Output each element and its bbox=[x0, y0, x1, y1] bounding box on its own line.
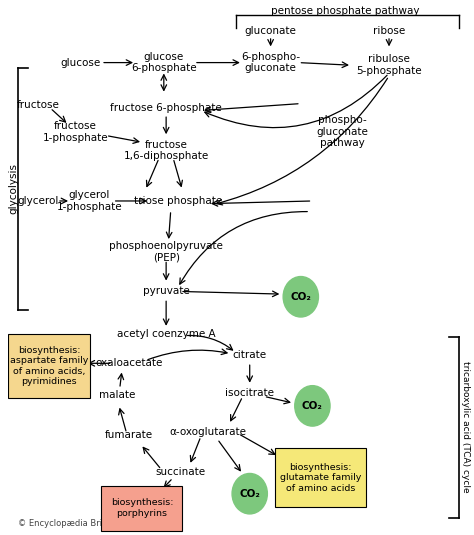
Text: malate: malate bbox=[99, 390, 136, 400]
FancyBboxPatch shape bbox=[275, 448, 366, 507]
Text: triose phosphate: triose phosphate bbox=[134, 196, 222, 206]
Text: glycerol: glycerol bbox=[18, 196, 59, 206]
Text: isocitrate: isocitrate bbox=[225, 387, 274, 398]
Text: biosynthesis:
porphyrins: biosynthesis: porphyrins bbox=[111, 499, 173, 518]
Text: 6-phospho-
gluconate: 6-phospho- gluconate bbox=[241, 52, 300, 73]
Text: CO₂: CO₂ bbox=[302, 401, 323, 411]
Text: acetyl coenzyme A: acetyl coenzyme A bbox=[117, 329, 216, 339]
Text: glycerol
1-phosphate: glycerol 1-phosphate bbox=[57, 190, 122, 212]
FancyBboxPatch shape bbox=[101, 486, 182, 531]
Text: fructose
1-phosphate: fructose 1-phosphate bbox=[43, 121, 109, 143]
Text: CO₂: CO₂ bbox=[291, 292, 311, 302]
Text: phosphoenolpyruvate
(PEP): phosphoenolpyruvate (PEP) bbox=[109, 241, 223, 262]
Text: succinate: succinate bbox=[155, 468, 205, 477]
Text: phospho-
gluconate
pathway: phospho- gluconate pathway bbox=[317, 115, 368, 148]
Text: oxaloacetate: oxaloacetate bbox=[95, 358, 163, 368]
Text: α-oxoglutarate: α-oxoglutarate bbox=[169, 427, 246, 438]
FancyBboxPatch shape bbox=[8, 334, 90, 398]
Text: fructose: fructose bbox=[17, 100, 60, 110]
Text: tricarboxylic acid (TCA) cycle: tricarboxylic acid (TCA) cycle bbox=[461, 361, 470, 493]
Circle shape bbox=[295, 386, 330, 426]
Text: glycolysis: glycolysis bbox=[8, 164, 18, 215]
Circle shape bbox=[232, 473, 267, 514]
Text: gluconate: gluconate bbox=[245, 26, 297, 36]
Circle shape bbox=[283, 277, 319, 317]
Text: glucose: glucose bbox=[60, 58, 100, 67]
Text: citrate: citrate bbox=[233, 350, 267, 360]
Text: pyruvate: pyruvate bbox=[143, 286, 190, 296]
Text: ribulose
5-phosphate: ribulose 5-phosphate bbox=[356, 55, 422, 76]
Text: glucose
6-phosphate: glucose 6-phosphate bbox=[131, 52, 197, 73]
Text: biosynthesis:
aspartate family
of amino acids,
pyrimidines: biosynthesis: aspartate family of amino … bbox=[10, 346, 88, 386]
Text: fructose 6-phosphate: fructose 6-phosphate bbox=[110, 103, 222, 113]
Text: fructose
1,6-diphosphate: fructose 1,6-diphosphate bbox=[124, 140, 209, 161]
Text: pentose phosphate pathway: pentose phosphate pathway bbox=[271, 6, 419, 16]
Text: biosynthesis:
glutamate family
of amino acids: biosynthesis: glutamate family of amino … bbox=[280, 463, 362, 493]
Text: fumarate: fumarate bbox=[105, 430, 153, 440]
Text: ribose: ribose bbox=[373, 26, 405, 36]
Text: CO₂: CO₂ bbox=[239, 488, 260, 499]
Text: © Encyclopædia Britannica, Inc.: © Encyclopædia Britannica, Inc. bbox=[18, 519, 153, 528]
